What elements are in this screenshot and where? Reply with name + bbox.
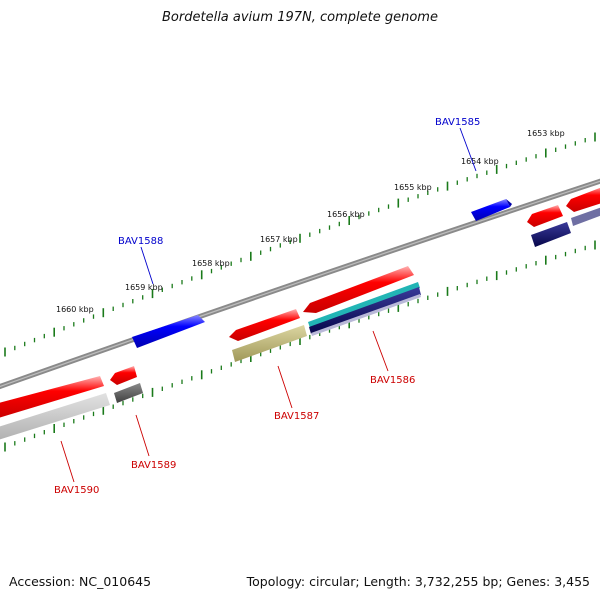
track-teal (308, 282, 420, 328)
gene-label-BAV1587: BAV1587 (274, 411, 319, 422)
tick-label: 1653 kbp (527, 129, 565, 138)
track-darkgray (114, 383, 143, 403)
tick-label: 1660 kbp (56, 305, 94, 314)
gene-BAV1585[interactable] (471, 199, 512, 221)
tick-label: 1658 kbp (192, 259, 230, 268)
label-leaders (60, 127, 477, 483)
tick-label: 1655 kbp (394, 183, 432, 192)
accession-text: Accession: NC_010645 (9, 574, 152, 589)
track-navy (309, 287, 421, 334)
gene-BAV1587[interactable] (229, 309, 300, 341)
forward-genes (132, 199, 512, 348)
tick-labels: 1653 kbp 1654 kbp 1655 kbp 1656 kbp 1657… (56, 129, 565, 314)
tick-label: 1657 kbp (260, 235, 298, 244)
feature-tracks (0, 207, 600, 440)
tick-label: 1659 kbp (125, 283, 163, 292)
gene-BAV1589[interactable] (110, 366, 137, 385)
tick-label: 1654 kbp (461, 157, 499, 166)
gene-BAV1588[interactable] (132, 315, 205, 348)
gene-label-BAV1588: BAV1588 (118, 236, 163, 247)
gene-label-BAV1589: BAV1589 (131, 460, 176, 471)
gene-BAV1586[interactable] (303, 266, 414, 313)
gene-label-BAV1586: BAV1586 (370, 375, 415, 386)
gene-right-2[interactable] (566, 186, 600, 212)
track-olive (232, 325, 307, 362)
track-navy-right (531, 222, 571, 247)
gene-label-BAV1590: BAV1590 (54, 485, 99, 496)
reverse-genes (0, 186, 600, 419)
gene-right-1[interactable] (527, 205, 563, 227)
track-slate-right (571, 207, 600, 226)
track-slate (311, 294, 421, 336)
genome-backbone (0, 178, 600, 390)
gene-label-BAV1585: BAV1585 (435, 117, 480, 128)
gene-labels: BAV1585 BAV1588 BAV1586 BAV1587 BAV1589 … (54, 117, 480, 496)
tick-label: 1656 kbp (327, 210, 365, 219)
gene-BAV1590[interactable] (0, 376, 104, 419)
track-gray (0, 393, 110, 440)
genome-title: Bordetella avium 197N, complete genome (162, 10, 438, 25)
outer-tick-track (4, 132, 596, 357)
topology-text: Topology: circular; Length: 3,732,255 bp… (246, 574, 590, 589)
